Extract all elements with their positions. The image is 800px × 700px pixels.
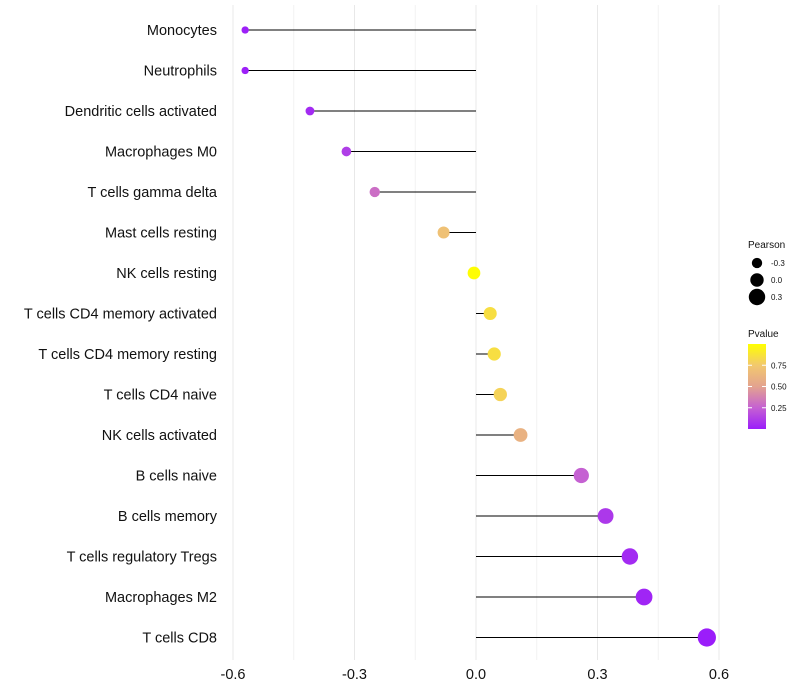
point-neutrophils <box>241 66 249 75</box>
y-label-t-cells-cd4-naive: T cells CD4 naive <box>104 388 217 404</box>
legend-pearson-title: Pearson <box>748 240 785 251</box>
y-label-t-cells-cd4-memory-resting: T cells CD4 memory resting <box>38 347 217 363</box>
legend-pvalue-items: 0.75 0.50 0.25 <box>748 361 787 413</box>
point-t-cells-cd4-memory-activated <box>483 306 497 321</box>
y-label-dendritic-cells-activated: Dendritic cells activated <box>65 104 217 120</box>
legend-pearson-dot <box>748 288 766 306</box>
y-label-macrophages-m2: Macrophages M2 <box>105 590 217 606</box>
y-label-b-cells-naive: B cells naive <box>136 469 217 485</box>
legend-pearson-dot <box>751 257 763 269</box>
legend-pvalue-title: Pvalue <box>748 329 779 340</box>
legend-pvalue-colorbar <box>748 344 766 429</box>
y-label-t-cells-cd8: T cells CD8 <box>142 631 217 647</box>
point-layer <box>241 26 716 647</box>
x-tick-label: 0.6 <box>709 667 729 683</box>
x-tick-label: -0.3 <box>342 667 367 683</box>
point-nk-cells-activated <box>513 428 528 442</box>
point-macrophages-m2 <box>635 588 653 606</box>
point-t-cells-cd4-memory-resting <box>487 347 501 361</box>
point-b-cells-naive <box>573 467 589 484</box>
y-label-macrophages-m0: Macrophages M0 <box>105 145 217 161</box>
y-label-nk-cells-activated: NK cells activated <box>102 428 217 444</box>
legend-pearson-dot <box>750 273 764 287</box>
x-tick-label: -0.6 <box>221 667 246 683</box>
point-t-cells-cd4-naive <box>493 387 507 402</box>
y-axis-labels: Monocytes Neutrophils Dendritic cells acti… <box>24 23 218 647</box>
point-t-cells-gamma-delta <box>369 186 380 198</box>
x-tick-label: 0.3 <box>587 667 607 683</box>
point-nk-cells-resting <box>467 266 481 280</box>
legend: Pearson -0.3 0.0 0.3 Pvalue 0.75 0.50 0.25 <box>748 240 787 429</box>
point-t-cells-cd8 <box>697 628 716 647</box>
point-b-cells-memory <box>597 508 614 524</box>
point-mast-cells-resting <box>437 226 450 239</box>
y-label-t-cells-cd4-memory-activated: T cells CD4 memory activated <box>24 307 217 323</box>
y-label-t-cells-regulatory-tregs: T cells regulatory Tregs <box>67 550 217 566</box>
point-monocytes <box>241 26 249 34</box>
y-label-t-cells-gamma-delta: T cells gamma delta <box>88 185 218 201</box>
legend-pearson-label: -0.3 <box>771 259 785 268</box>
legend-pvalue-label: 0.25 <box>771 404 787 413</box>
y-label-neutrophils: Neutrophils <box>144 64 217 80</box>
grid-layer <box>232 5 720 660</box>
y-label-nk-cells-resting: NK cells resting <box>116 266 217 282</box>
point-macrophages-m0 <box>341 146 352 157</box>
legend-pvalue-label: 0.75 <box>771 361 787 370</box>
point-t-cells-regulatory-tregs <box>621 548 639 565</box>
x-axis-ticks: -0.6 -0.3 0.0 0.3 0.6 <box>221 667 730 683</box>
y-label-monocytes: Monocytes <box>147 23 217 39</box>
legend-pearson-label: 0.0 <box>771 276 783 285</box>
legend-pearson-label: 0.3 <box>771 293 783 302</box>
point-dendritic-cells-activated <box>305 106 315 116</box>
legend-pearson-items: -0.3 0.0 0.3 <box>748 257 785 306</box>
x-tick-label: 0.0 <box>466 667 486 683</box>
stem-layer <box>245 29 707 638</box>
y-label-mast-cells-resting: Mast cells resting <box>105 226 217 242</box>
legend-pvalue-label: 0.50 <box>771 383 787 392</box>
y-label-b-cells-memory: B cells memory <box>118 509 218 525</box>
